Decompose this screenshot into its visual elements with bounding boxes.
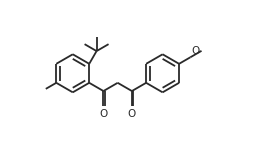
Text: O: O bbox=[128, 109, 136, 119]
Text: O: O bbox=[191, 46, 200, 57]
Text: O: O bbox=[99, 109, 107, 119]
